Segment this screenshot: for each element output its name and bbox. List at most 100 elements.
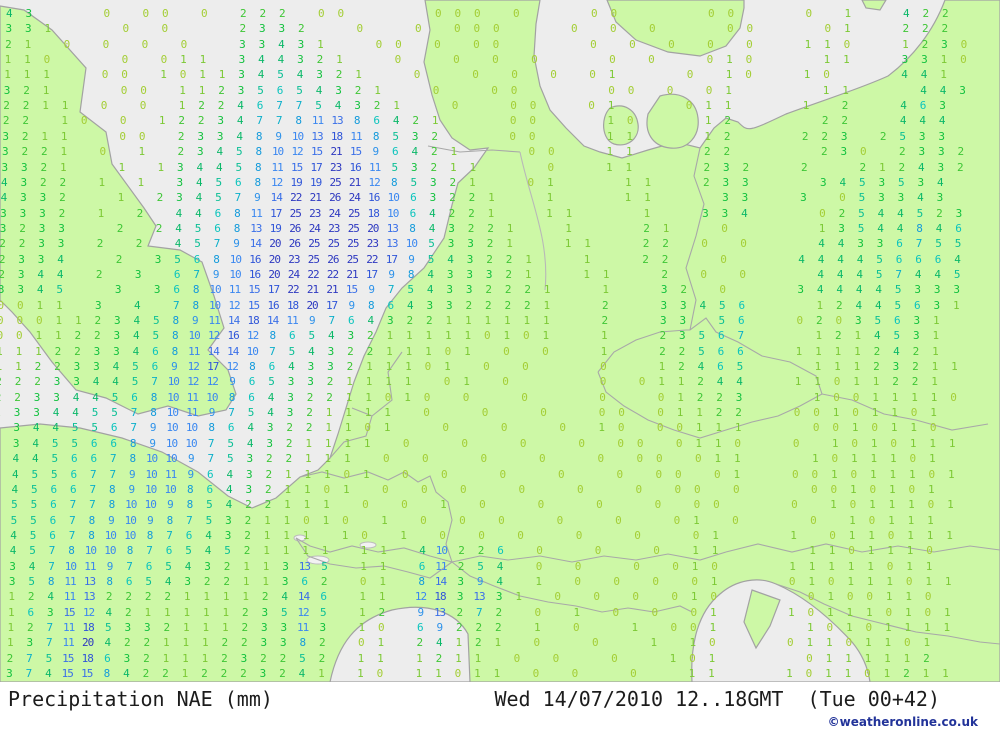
precip-value: 2 — [416, 636, 424, 650]
precip-value: 1 — [825, 651, 833, 665]
precip-value: 8 — [255, 145, 262, 159]
precip-value: 0 — [483, 360, 490, 374]
precip-value: 2 — [484, 298, 492, 312]
precip-value: 1 — [440, 498, 447, 512]
precip-value: 0 — [926, 544, 933, 558]
precip-value: 22 — [287, 283, 299, 297]
precip-value: 1 — [924, 621, 931, 634]
precip-value: 2 — [54, 344, 62, 358]
precip-value: 0 — [615, 513, 622, 527]
precip-value: 2 — [94, 329, 101, 343]
precip-value: 1 — [455, 636, 463, 650]
precip-value: 1 — [355, 68, 362, 82]
precip-value: 3 — [446, 283, 453, 297]
precip-value: 17 — [385, 252, 398, 266]
precip-value: 0 — [500, 421, 508, 435]
precip-value: 1 — [506, 237, 513, 251]
precip-value: 6 — [207, 467, 214, 481]
precip-value: 2 — [261, 590, 269, 604]
precip-value: 0 — [727, 7, 735, 20]
precip-value: 2 — [240, 7, 247, 20]
precip-value: 4 — [247, 421, 254, 435]
precip-value: 4 — [298, 667, 306, 681]
precip-value: 3 — [280, 621, 288, 634]
precip-value: 4 — [877, 221, 884, 235]
precip-value: 7 — [151, 375, 158, 389]
precip-value: 4 — [6, 7, 13, 20]
precip-value: 1 — [926, 528, 934, 542]
precip-value: 4 — [697, 360, 705, 374]
copyright-link[interactable]: ©weatheronline.co.uk — [827, 715, 978, 729]
precip-value: 0 — [739, 267, 746, 281]
precip-value: 2 — [40, 175, 47, 189]
precip-value: 3 — [33, 406, 40, 420]
precip-value: 6 — [348, 314, 355, 327]
precip-value: 11 — [208, 314, 221, 327]
precip-value: 2 — [265, 452, 273, 466]
precip-value: 7 — [228, 406, 235, 420]
precip-value: 3 — [876, 237, 884, 251]
precip-value: 13 — [298, 559, 311, 573]
precip-value: 6 — [934, 252, 942, 266]
precip-value: 0 — [122, 22, 130, 36]
precip-value: 2 — [898, 160, 906, 174]
precip-value: 1 — [868, 528, 875, 542]
precip-value: 2 — [265, 467, 273, 481]
precip-value: 2 — [475, 621, 483, 634]
precip-value: 1 — [624, 191, 632, 205]
precip-value: 2 — [22, 99, 30, 113]
precip-value: 2 — [495, 621, 502, 634]
precip-value: 10 — [104, 544, 116, 558]
precip-value: 1 — [358, 605, 366, 619]
precip-value: 11 — [186, 406, 198, 420]
precip-value: 4 — [204, 544, 212, 558]
precip-value: 1 — [363, 436, 371, 450]
precip-value: 8 — [367, 298, 375, 312]
precip-value: 1 — [243, 559, 250, 573]
country-borders — [295, 145, 1000, 645]
precip-value: 1 — [598, 421, 605, 435]
precip-value: 0 — [518, 482, 526, 496]
precip-value: 0 — [443, 375, 451, 389]
precip-value: 0 — [0, 300, 4, 311]
precip-value: 3 — [448, 221, 455, 235]
precip-value: 1 — [704, 114, 712, 128]
precip-value: 0 — [807, 590, 815, 604]
precip-value: 25 — [289, 206, 302, 220]
precip-value: 3 — [937, 160, 945, 174]
precip-value: 1 — [866, 574, 874, 588]
precip-value: 8 — [129, 436, 137, 450]
precip-value: 0 — [866, 590, 873, 604]
precip-value: 0 — [850, 467, 858, 481]
precip-value: 2 — [835, 329, 842, 343]
precip-value: 1 — [182, 636, 190, 650]
precip-value: 1 — [725, 68, 733, 82]
precip-value: 3 — [457, 574, 464, 588]
precip-value: 2 — [164, 590, 171, 604]
precip-value: 1 — [0, 346, 3, 357]
precip-value: 10 — [124, 513, 137, 527]
precip-value: 4 — [736, 375, 743, 389]
precip-value: 2 — [58, 206, 66, 220]
precip-value: 2 — [922, 22, 929, 36]
precip-value: 4 — [205, 528, 212, 542]
precip-value: 11 — [311, 114, 324, 128]
precip-value: 3 — [260, 636, 268, 650]
precip-value: 20 — [306, 298, 318, 312]
precip-value: 3 — [1, 145, 9, 159]
precip-value: 1 — [606, 129, 614, 143]
precip-value: 8 — [418, 574, 425, 588]
precip-value: 2 — [367, 329, 374, 343]
precip-value: 1 — [222, 605, 229, 619]
precip-value: 7 — [172, 298, 180, 312]
border-austria-danube — [451, 551, 727, 563]
precip-value: 2 — [203, 574, 211, 588]
precip-value: 3 — [58, 221, 65, 235]
precip-value: 1 — [383, 421, 391, 435]
precip-value: 2 — [124, 636, 131, 650]
precip-value: 8 — [88, 513, 96, 527]
precip-value: 0 — [473, 37, 480, 51]
precip-value: 26 — [289, 221, 301, 235]
precip-value: 3 — [840, 129, 848, 143]
